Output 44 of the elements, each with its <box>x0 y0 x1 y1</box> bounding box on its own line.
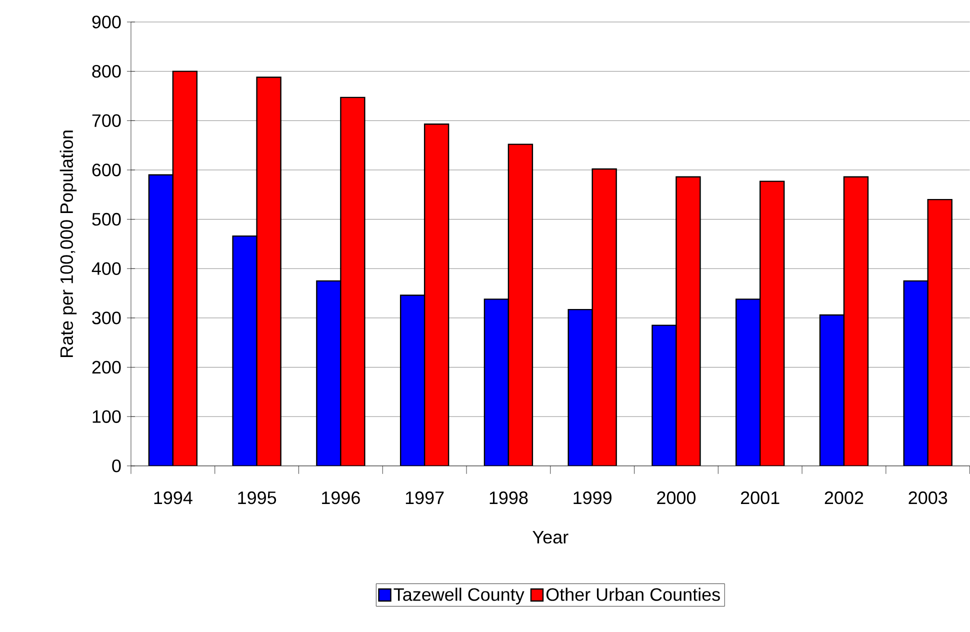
x-tick-label: 1996 <box>322 491 360 504</box>
y-tick-label: 400 <box>92 262 121 276</box>
bar <box>400 294 426 466</box>
bar <box>736 298 761 466</box>
bar <box>568 309 593 466</box>
x-tick-label: 1999 <box>574 491 612 504</box>
y-tick-label: 300 <box>92 312 121 324</box>
bar <box>508 144 534 466</box>
bar <box>927 199 952 466</box>
bar <box>148 174 174 466</box>
x-tick-label: 1997 <box>406 491 444 504</box>
bar <box>843 176 869 466</box>
bar <box>592 168 617 466</box>
x-axis-title: Year <box>532 531 568 544</box>
bar <box>232 236 258 466</box>
bar <box>652 324 677 466</box>
bar <box>316 280 342 466</box>
x-tick-label: 1995 <box>238 491 276 504</box>
y-tick-label: 900 <box>92 16 121 28</box>
x-tick-label: 2002 <box>824 491 864 504</box>
y-tick-label: 200 <box>92 360 121 374</box>
y-axis-title: Rate per 100,000 Population <box>60 130 77 358</box>
x-tick-label: 1998 <box>490 491 528 504</box>
y-tick-label: 500 <box>92 212 121 226</box>
x-tick-label: 1994 <box>154 491 192 504</box>
bar <box>819 314 845 466</box>
bar <box>424 124 450 466</box>
legend-label: Other Urban Counties <box>546 588 720 601</box>
bar <box>903 280 928 466</box>
bar <box>172 70 198 466</box>
y-tick-label: 0 <box>112 460 121 472</box>
bar <box>760 180 785 466</box>
y-tick-label: 100 <box>92 410 121 424</box>
y-tick-label: 700 <box>92 114 121 128</box>
x-tick-label: 2000 <box>657 491 696 504</box>
bar <box>676 176 701 466</box>
bar <box>256 76 282 466</box>
x-tick-label: 2003 <box>908 491 948 504</box>
y-tick-label: 600 <box>92 164 121 176</box>
x-tick-label: 2001 <box>740 491 780 504</box>
bar <box>340 96 366 466</box>
bar <box>484 298 510 466</box>
y-tick-label: 800 <box>92 65 121 78</box>
legend-label: Tazewell County <box>394 588 524 605</box>
